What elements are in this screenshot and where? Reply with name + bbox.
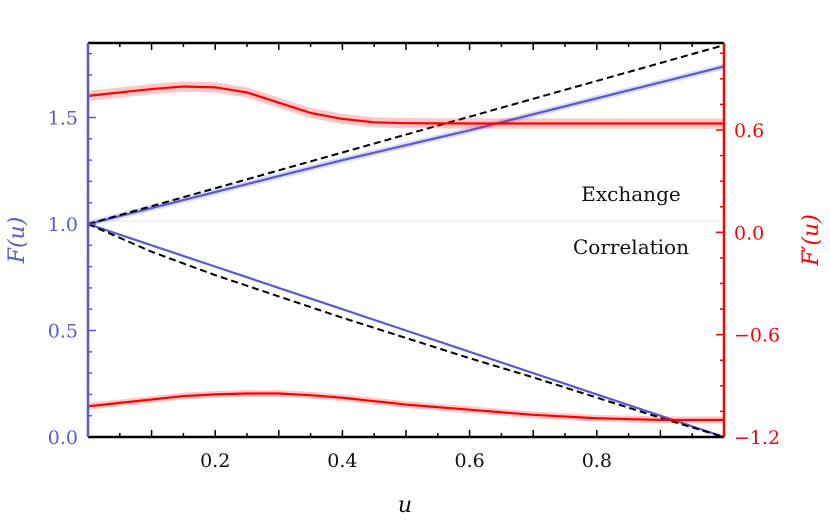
right-y-tick-label: −0.6 bbox=[734, 325, 780, 347]
correlation-annotation: Correlation bbox=[573, 235, 689, 259]
x-tick-label: 0.2 bbox=[200, 450, 230, 472]
left-y-tick-label: 0.5 bbox=[48, 321, 78, 343]
x-axis-title: u bbox=[398, 493, 412, 518]
right-axis-title: F′(u) bbox=[799, 214, 824, 267]
left-y-tick-label: 1.0 bbox=[48, 214, 78, 236]
right-y-tick-label: 0.6 bbox=[734, 120, 764, 142]
left-series-1-line bbox=[87, 222, 725, 439]
left-axis-title: F(u) bbox=[5, 217, 30, 265]
right-y-tick-label: 0.0 bbox=[734, 222, 764, 244]
series-layer bbox=[87, 44, 725, 439]
left-series-3-line bbox=[87, 223, 725, 438]
right-series-4-line bbox=[87, 85, 724, 125]
x-tick-label: 0.4 bbox=[327, 450, 357, 472]
left-y-tick-label: 0.0 bbox=[48, 427, 78, 449]
exchange-annotation: Exchange bbox=[581, 182, 680, 206]
left-series-0-line bbox=[87, 65, 725, 226]
x-tick-label: 0.8 bbox=[582, 450, 612, 472]
left-y-tick-label: 1.5 bbox=[48, 108, 78, 130]
right-series-5-line bbox=[87, 392, 724, 422]
left-series-2-line bbox=[87, 44, 725, 225]
right-series-5-band bbox=[88, 390, 724, 424]
x-tick-label: 0.6 bbox=[454, 450, 484, 472]
right-y-tick-label: −1.2 bbox=[734, 427, 780, 449]
ticks-layer: 0.2 0.4 0.6 0.8 0.0 0.5 1.0 1.5 −1.2 −0.6 0.0 0.6 bbox=[48, 43, 780, 472]
